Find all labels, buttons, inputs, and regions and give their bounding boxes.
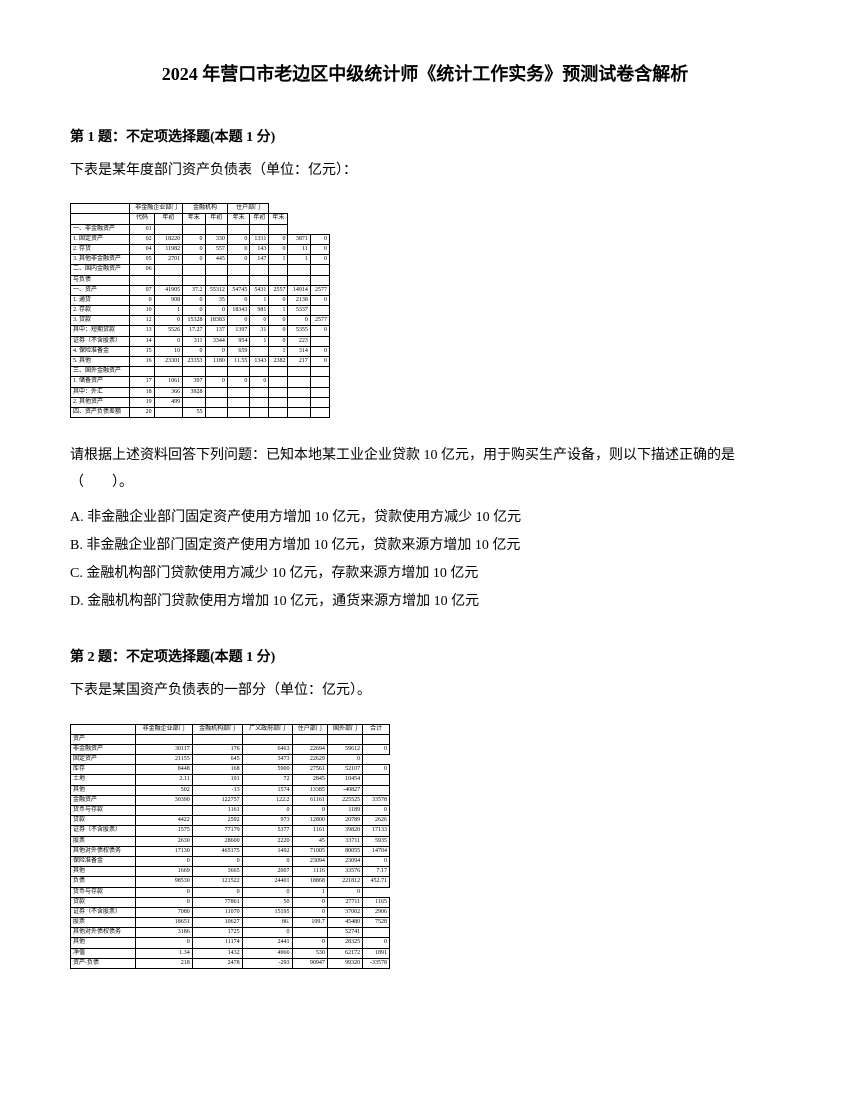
q1-intro: 下表是某年度部门资产负债表（单位：亿元）： (70, 158, 780, 183)
q1-option-b: B. 非金融企业部门固定资产使用方增加 10 亿元，贷款来源方增加 10 亿元 (70, 532, 780, 560)
q2-intro: 下表是某国资产负债表的一部分（单位：亿元）。 (70, 678, 780, 703)
q2-header: 第 2 题：不定项选择题(本题 1 分) (70, 646, 780, 666)
q1-table: 非金融企业部门金融机构住户部门代码年初年末年初年末年初年末一、非金融资产011.… (70, 203, 780, 418)
q2-table: 非金融企业部门金融机构部门广义政府部门住户部门国外部门合计资产非金融资产3011… (70, 724, 780, 970)
q1-prompt: 请根据上述资料回答下列问题：已知本地某工业企业贷款 10 亿元，用于购买生产设备… (70, 443, 780, 496)
q1-option-a: A. 非金融企业部门固定资产使用方增加 10 亿元，贷款使用方减少 10 亿元 (70, 504, 780, 532)
q1-option-c: C. 金融机构部门贷款使用方减少 10 亿元，存款来源方增加 10 亿元 (70, 560, 780, 588)
q1-option-d: D. 金融机构部门贷款使用方增加 10 亿元，通货来源方增加 10 亿元 (70, 588, 780, 616)
document-title: 2024 年营口市老边区中级统计师《统计工作实务》预测试卷含解析 (70, 60, 780, 86)
q1-header: 第 1 题：不定项选择题(本题 1 分) (70, 126, 780, 146)
